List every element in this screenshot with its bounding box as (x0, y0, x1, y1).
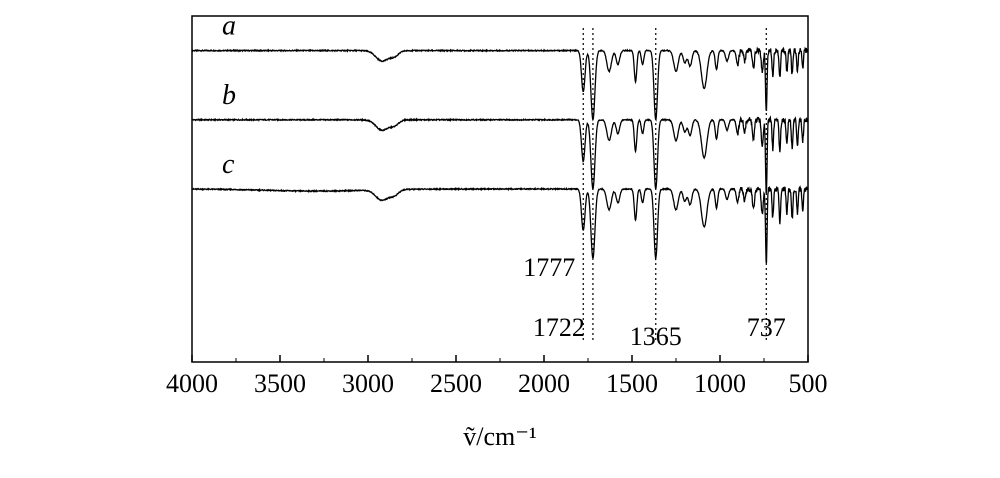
series-label-b: b (222, 80, 236, 111)
peak-label-1722: 1722 (533, 313, 585, 342)
x-tick-label: 4000 (166, 369, 218, 398)
x-tick-label: 1500 (606, 369, 658, 398)
series-label-a: a (222, 11, 236, 42)
x-axis-title: ṽ/cm⁻¹ (463, 422, 537, 451)
peak-label-1365: 1365 (630, 322, 682, 351)
x-tick-label: 2500 (430, 369, 482, 398)
x-tick-label: 1000 (694, 369, 746, 398)
x-tick-label: 3500 (254, 369, 306, 398)
x-tick-label: 3000 (342, 369, 394, 398)
reference-lines (582, 28, 767, 340)
peak-labels: 1777 1722 1365 737 (523, 253, 786, 351)
x-tick-label: 2000 (518, 369, 570, 398)
series-labels: a b c (222, 11, 236, 180)
x-ticks (191, 355, 809, 362)
series-group (191, 46, 809, 264)
peak-label-1777: 1777 (523, 253, 575, 282)
series-line-c (191, 185, 809, 264)
series-label-c: c (222, 149, 235, 180)
series-line-a (191, 46, 809, 122)
x-tick-label: 500 (789, 369, 828, 398)
x-tick-labels: 4000 3500 3000 2500 2000 1500 1000 500 (166, 369, 828, 398)
series-line-b (191, 115, 809, 194)
peak-label-737: 737 (747, 313, 786, 342)
